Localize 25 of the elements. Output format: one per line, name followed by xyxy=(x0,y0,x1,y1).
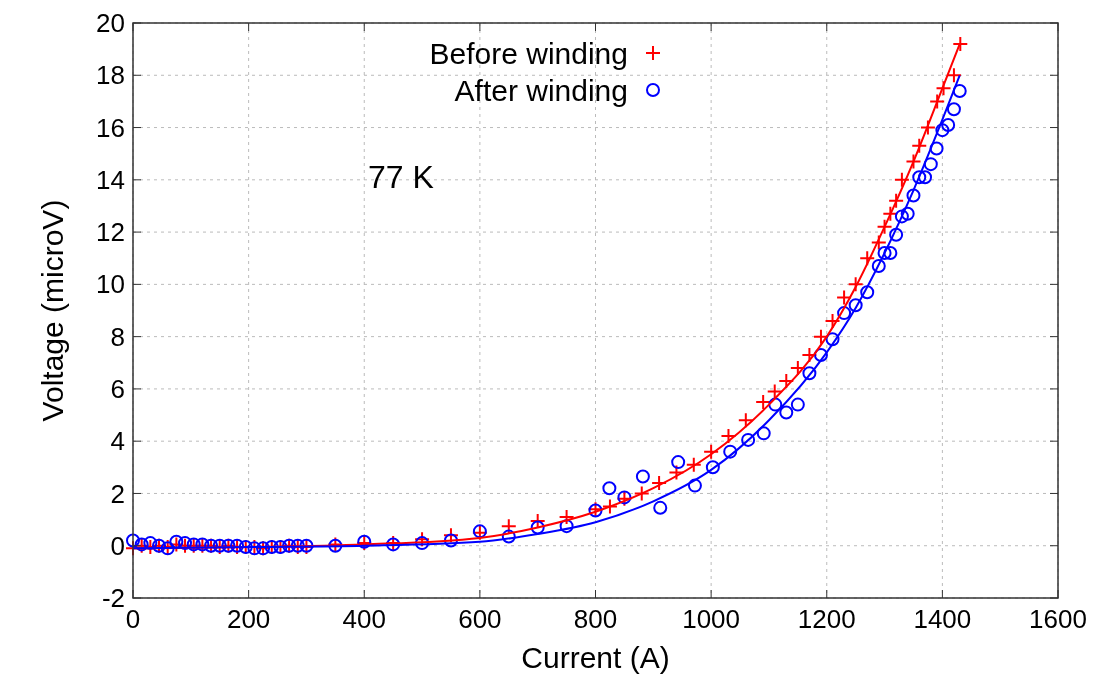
x-axis-title: Current (A) xyxy=(521,641,670,674)
y-tick-label: 16 xyxy=(96,112,125,143)
legend-label: Before winding xyxy=(429,36,628,70)
y-tick-label: -2 xyxy=(101,583,125,614)
x-tick-label: 600 xyxy=(458,604,502,634)
x-tick-label: 800 xyxy=(573,604,618,634)
y-tick-label: 10 xyxy=(96,269,125,300)
y-tick-label: 14 xyxy=(96,164,125,195)
y-tick-label: 2 xyxy=(110,478,125,509)
y-tick-label: 0 xyxy=(110,530,125,561)
y-tick-label: 12 xyxy=(96,217,125,248)
y-tick-label: 6 xyxy=(110,374,125,405)
x-tick-label: 400 xyxy=(342,604,386,634)
x-tick-label: 1400 xyxy=(913,604,972,634)
legend-label: After winding xyxy=(454,73,628,107)
annotation: 77 K xyxy=(368,159,434,195)
y-tick-label: 18 xyxy=(96,60,125,91)
y-axis-title: Voltage (microV) xyxy=(36,199,69,422)
x-tick-label: 200 xyxy=(226,604,271,634)
y-tick-label: 4 xyxy=(110,426,125,457)
x-tick-label: 1000 xyxy=(682,604,741,634)
x-tick-label: 1200 xyxy=(797,604,856,634)
x-tick-label: 1600 xyxy=(1029,604,1087,634)
y-tick-label: 8 xyxy=(110,321,125,352)
y-tick-label: 20 xyxy=(96,8,125,39)
